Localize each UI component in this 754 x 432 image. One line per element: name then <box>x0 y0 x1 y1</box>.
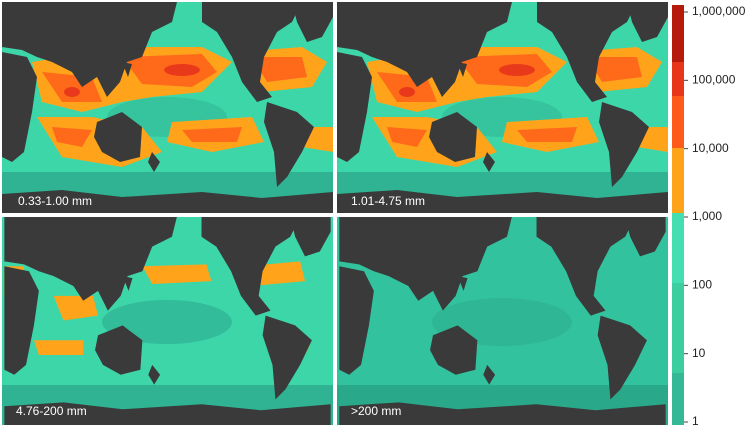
panel-label: >200 mm <box>351 404 401 418</box>
colorbar-tick-label: 10 <box>692 346 706 360</box>
map-panel: >200 mm <box>337 217 668 425</box>
panel-label: 1.01-4.75 mm <box>351 194 425 208</box>
map-panel: 4.76-200 mm <box>2 217 333 425</box>
map-panel: 1.01-4.75 mm <box>337 2 668 213</box>
colorbar-tick-label: 100 <box>692 278 712 292</box>
colorbar-tick-label: 1,000 <box>692 209 722 223</box>
colorbar-tick-label: 10,000 <box>692 141 729 155</box>
colorbar-tick-label: 100,000 <box>692 73 736 87</box>
colorbar <box>672 5 684 425</box>
colorbar-tick-label: 1,000,000 <box>692 4 746 18</box>
colorbar-tick-label: 1 <box>692 414 699 428</box>
panel-label: 0.33-1.00 mm <box>18 194 92 208</box>
panel-label: 4.76-200 mm <box>16 404 87 418</box>
map-panel: 0.33-1.00 mm <box>2 2 333 213</box>
